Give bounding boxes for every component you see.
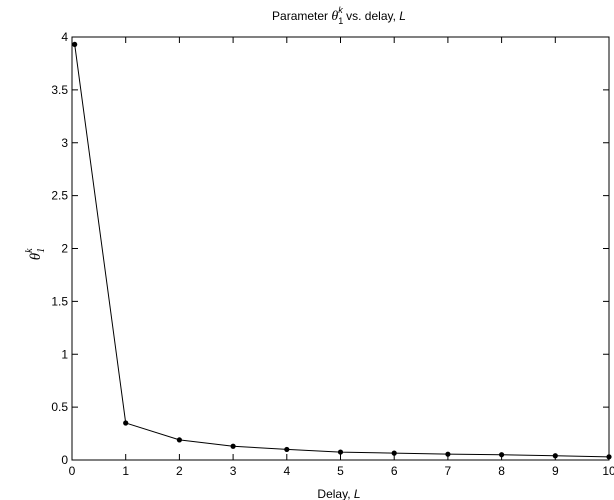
y-axis-label: θ1k — [24, 248, 47, 260]
data-point — [284, 446, 290, 453]
chart-title-prefix: Parameter — [272, 9, 331, 23]
x-tick-label: 4 — [283, 464, 290, 478]
data-point — [499, 452, 505, 458]
x-tick-label: 5 — [337, 464, 344, 478]
data-point — [176, 437, 182, 443]
x-tick-label: 3 — [230, 464, 237, 478]
series-line — [74, 44, 610, 458]
x-tick-label: 9 — [552, 464, 559, 478]
chart-title-var: L — [399, 9, 406, 23]
data-point — [72, 41, 78, 48]
data-point — [123, 420, 129, 426]
chart-title-symbol: θ — [331, 9, 338, 24]
chart-title-middle: vs. delay, — [343, 9, 399, 23]
y-tick-label: 0.5 — [51, 400, 68, 414]
ticks: 0 1 2 3 4 5 6 7 8 9 10 0 0.5 1 1.5 2 2.5 3 3.5 4 — [51, 30, 614, 478]
x-tick-label: 2 — [176, 464, 183, 478]
y-axis-label-symbol: θ — [28, 252, 44, 260]
chart-title-sup: k — [338, 5, 343, 15]
data-point — [445, 451, 451, 457]
x-tick-label: 10 — [602, 464, 614, 478]
y-tick-label: 0 — [61, 453, 68, 467]
data-point — [337, 449, 344, 455]
y-axis-label-sup: k — [24, 248, 35, 253]
x-tick-label: 0 — [69, 464, 76, 478]
y-axis-label-sub: 1 — [36, 248, 47, 253]
x-tick-label: 8 — [498, 464, 505, 478]
chart-title: Parameter θ1k vs. delay, L — [272, 5, 406, 26]
y-tick-label: 2.5 — [51, 189, 68, 203]
y-tick-label: 2 — [61, 242, 68, 256]
y-tick-label: 3.5 — [51, 83, 68, 97]
data-point — [552, 453, 558, 459]
x-tick-label: 6 — [391, 464, 398, 478]
x-tick-label: 1 — [122, 464, 129, 478]
data-point — [606, 454, 612, 460]
y-tick-label: 4 — [61, 30, 68, 44]
x-axis-label-prefix: Delay, — [317, 487, 353, 500]
axes — [71, 36, 610, 461]
chart-title-sub: 1 — [338, 16, 343, 26]
data-point — [391, 450, 397, 456]
data-point — [230, 443, 236, 449]
x-tick-label: 7 — [445, 464, 452, 478]
x-axis-label-var: L — [354, 487, 361, 500]
plot-frame — [71, 36, 610, 461]
series — [72, 41, 612, 460]
y-tick-label: 1.5 — [51, 294, 68, 308]
y-tick-label: 1 — [61, 347, 68, 361]
y-tick-label: 3 — [61, 136, 68, 150]
x-axis-label: Delay, L — [317, 487, 360, 500]
